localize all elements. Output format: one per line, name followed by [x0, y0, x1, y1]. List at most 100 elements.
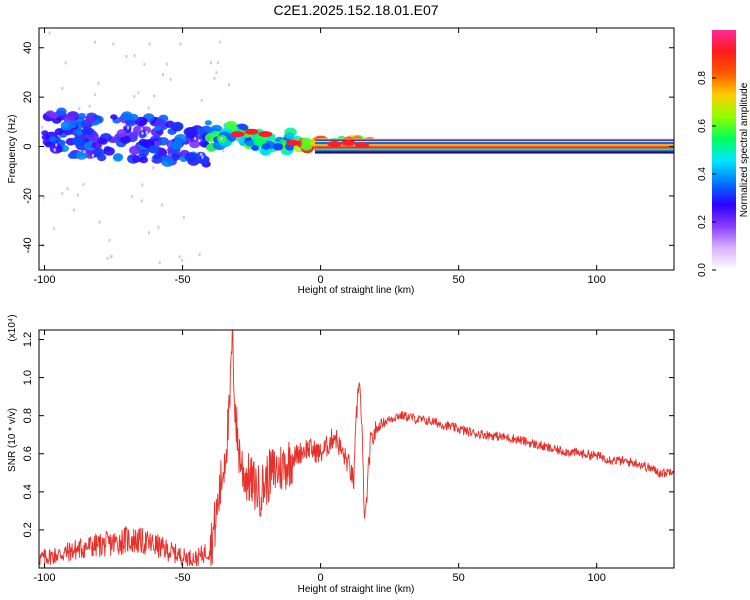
spectrogram-cell — [131, 155, 141, 163]
spectrogram-cell — [139, 149, 149, 157]
y-tick-label: 20 — [22, 91, 34, 103]
y-tick-label: 0 — [22, 143, 34, 149]
spectrogram-cell — [222, 149, 225, 153]
spectrogram-cell — [236, 135, 246, 143]
spectrogram-cell — [83, 150, 86, 154]
spectrogram-band — [315, 146, 674, 149]
spectrogram-cell — [98, 220, 101, 224]
spectrogram-cell — [93, 40, 96, 44]
spectrogram-cell — [55, 143, 58, 147]
spectrogram-cell — [133, 94, 136, 98]
spectrogram-cell — [53, 148, 56, 152]
spectrogram-cell — [137, 91, 140, 95]
colorbar-tick-label: 0.6 — [697, 119, 708, 133]
spectrogram-cell — [152, 166, 155, 170]
spectrogram-cell — [91, 141, 103, 150]
spectrogram-cell — [60, 120, 74, 131]
colorbar-gradient — [712, 30, 736, 270]
spectrogram-cell — [135, 116, 148, 127]
spectrogram-cell — [106, 256, 109, 260]
spectrogram-cell — [213, 76, 216, 80]
spectrogram-cell — [49, 112, 59, 119]
spectrogram-cell — [141, 131, 144, 135]
snr-x-ticks: -100 -50 0 50 100 — [34, 330, 606, 584]
spectrogram-cell — [194, 137, 197, 141]
spectrogram-cell — [301, 137, 312, 146]
spectrogram-cell — [148, 42, 151, 46]
spectrogram-cell — [116, 129, 128, 138]
spectrogram-cell — [220, 137, 223, 141]
spectrogram-cell — [244, 128, 259, 135]
spectrogram-cell — [200, 152, 203, 156]
spectrogram-cell — [178, 255, 181, 259]
snr-x-label: Height of straight line (km) — [298, 584, 415, 595]
spectrogram-cell — [158, 260, 161, 264]
spectrogram-cell — [147, 106, 150, 110]
spectrogram-cell — [41, 134, 50, 141]
spectrogram-cell — [112, 153, 123, 162]
spectrogram-cell — [146, 134, 149, 138]
spectrogram-cell — [72, 208, 75, 212]
spectrogram-cell — [195, 127, 205, 135]
spectrogram-cell — [48, 136, 57, 143]
spectrogram-cell — [127, 126, 130, 130]
spectrogram-cell — [75, 130, 83, 136]
spectrogram-band — [315, 138, 674, 144]
spectrogram-cell — [230, 131, 245, 138]
spectrogram-cell — [110, 114, 118, 120]
spectrogram-cell — [139, 156, 149, 164]
spectrogram-cell — [77, 112, 87, 120]
snr-y-label: SNR (10 * v/v) — [7, 408, 18, 472]
spectrogram-cell — [129, 113, 139, 121]
spectrogram-cell — [327, 141, 342, 148]
spectrogram-cell — [199, 140, 209, 148]
x-tick-label: 100 — [588, 572, 606, 584]
spectrogram-cell — [103, 146, 115, 156]
y-tick-label: 0.6 — [22, 446, 34, 461]
spectrogram-cell — [109, 255, 112, 259]
spectrogram-cell — [200, 98, 203, 102]
spectrogram-cell — [41, 125, 44, 129]
spectrogram-cell — [69, 122, 77, 129]
spectrogram-cell — [150, 157, 153, 161]
x-tick-label: -100 — [34, 572, 56, 584]
snr-y-ticks: 0.2 0.4 0.6 0.8 1.0 1.2 — [22, 332, 674, 538]
spectrogram-cell — [228, 83, 231, 87]
spectrogram-cell — [58, 139, 66, 146]
spectrogram-cell — [53, 227, 56, 231]
spectrogram-cell — [133, 54, 136, 58]
spectrogram-cell — [71, 136, 85, 146]
spectrogram-cell — [110, 137, 119, 143]
spectrogram-cell — [204, 120, 212, 126]
spectrogram-cell — [151, 154, 163, 164]
spectrogram-cell — [130, 195, 133, 199]
spectrogram-cell — [261, 143, 271, 150]
spectrogram-cell — [64, 61, 67, 65]
spectrogram-cell — [61, 86, 64, 90]
spectrogram-y-label: Frequency (Hz) — [7, 115, 18, 184]
spectrogram-cell — [198, 253, 201, 257]
spectrogram-cell — [61, 192, 64, 196]
spectrogram-cell — [171, 121, 184, 132]
spectrogram-y-ticks: -40 -20 0 20 40 — [22, 42, 674, 253]
y-tick-label: 0.2 — [22, 522, 34, 537]
spectrogram-cell — [78, 106, 81, 110]
spectrogram-cell — [169, 77, 172, 81]
spectrogram-cell — [258, 131, 273, 138]
spectrogram-cell — [75, 151, 88, 160]
colorbar-ticks: 0.0 0.2 0.4 0.6 0.8 — [697, 71, 716, 277]
spectrogram-cell — [67, 152, 77, 159]
spectrogram-cell — [201, 155, 204, 159]
y-tick-label: 40 — [22, 42, 34, 54]
y-tick-label: 1.2 — [22, 332, 34, 347]
spectrogram-cell — [157, 225, 160, 229]
x-tick-label: 0 — [318, 274, 324, 286]
spectrogram-cell — [88, 104, 91, 108]
spectrogram-cell — [66, 187, 69, 191]
spectrogram-cell — [85, 115, 96, 124]
spectrogram-cell — [179, 42, 182, 46]
spectrogram-cell — [251, 145, 259, 151]
x-tick-label: 100 — [588, 274, 606, 286]
spectrogram-cell — [91, 154, 94, 158]
